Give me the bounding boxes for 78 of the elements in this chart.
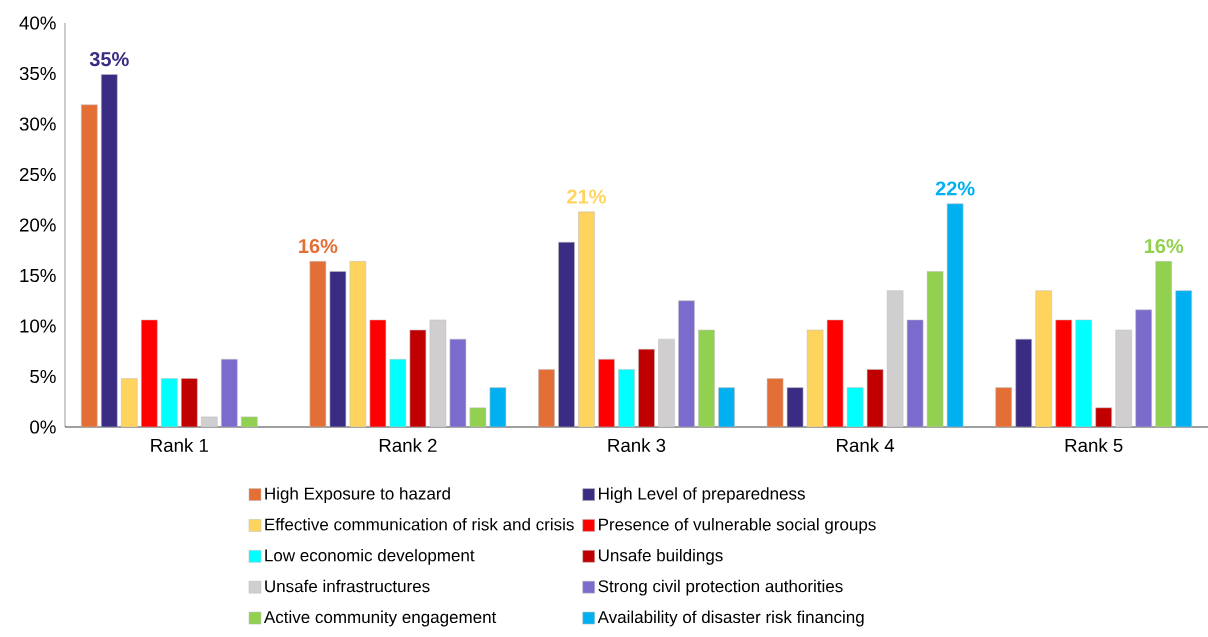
bar xyxy=(995,387,1012,428)
y-tick-label: 5% xyxy=(30,369,56,384)
bar xyxy=(449,338,467,428)
bar xyxy=(1175,290,1192,428)
bar xyxy=(369,319,387,428)
bar xyxy=(926,271,944,428)
x-tick-label: Rank 3 xyxy=(608,438,666,452)
bar xyxy=(241,416,258,428)
bar xyxy=(658,338,675,428)
bar xyxy=(201,416,218,428)
bar xyxy=(349,261,367,428)
bar xyxy=(766,378,784,428)
bar xyxy=(806,329,824,428)
bar xyxy=(489,387,507,428)
bar xyxy=(786,387,804,428)
y-tick-label: 30% xyxy=(19,117,56,131)
bar xyxy=(389,359,407,428)
y-tick-label: 10% xyxy=(20,319,56,333)
y-tick-label: 15% xyxy=(20,268,56,283)
annotation: 16% xyxy=(299,238,338,254)
bar xyxy=(946,203,964,428)
bar xyxy=(846,387,864,428)
bar xyxy=(578,211,595,428)
bar xyxy=(638,348,655,428)
bar xyxy=(141,319,158,428)
bar xyxy=(1055,319,1072,428)
bar xyxy=(558,241,575,428)
bar xyxy=(538,369,555,428)
bar xyxy=(1115,329,1132,428)
bar xyxy=(329,271,347,428)
annotation: 35% xyxy=(89,52,129,67)
legend-label: Effective communication of risk and crisis xyxy=(265,518,574,531)
legend-label: Availability of disaster risk financing xyxy=(597,610,864,627)
x-tick-label: Rank 1 xyxy=(151,438,208,452)
y-tick-label: 25% xyxy=(19,167,56,182)
bar xyxy=(906,319,924,428)
legend-label: High Level of preparedness xyxy=(599,487,805,503)
bar xyxy=(221,359,238,428)
bar xyxy=(469,407,487,428)
bar xyxy=(618,369,635,428)
bar xyxy=(1015,338,1032,428)
legend-label: Low economic development xyxy=(265,548,475,565)
annotation: 22% xyxy=(935,181,975,196)
bar xyxy=(1135,309,1152,428)
bar xyxy=(181,378,198,428)
bar xyxy=(121,378,138,428)
y-tick-label: 35% xyxy=(19,66,56,81)
y-tick-label: 20% xyxy=(19,218,56,232)
bar xyxy=(81,104,98,428)
bar xyxy=(1155,261,1172,428)
bar xyxy=(161,378,178,428)
legend-label: Active community engagement xyxy=(263,610,497,627)
bar xyxy=(1035,290,1052,428)
bar xyxy=(718,387,735,428)
bar xyxy=(429,319,447,428)
x-tick-label: Rank 2 xyxy=(379,438,437,452)
annotation: 16% xyxy=(1144,238,1184,254)
bar xyxy=(826,319,844,428)
bar xyxy=(1095,407,1112,428)
bar xyxy=(598,359,615,428)
bar xyxy=(309,261,327,428)
x-tick-label: Rank 5 xyxy=(1065,438,1123,452)
legend-label: Strong civil protection authorities xyxy=(598,579,843,596)
legend-label: High Exposure to hazard xyxy=(265,487,450,503)
x-tick-label: Rank 4 xyxy=(837,438,895,452)
bar xyxy=(678,300,695,428)
y-tick-label: 40% xyxy=(19,16,56,30)
bar xyxy=(886,290,904,428)
legend-label: Presence of vulnerable social groups xyxy=(599,518,876,534)
bar xyxy=(409,329,427,428)
legend-label: Unsafe buildings xyxy=(598,548,723,565)
legend-label: Unsafe infrastructures xyxy=(265,579,430,593)
bar xyxy=(101,74,118,428)
bar xyxy=(698,329,715,428)
annotation: 21% xyxy=(567,189,606,204)
bar xyxy=(1075,319,1092,428)
y-tick-label: 0% xyxy=(30,420,56,434)
bar xyxy=(866,369,884,428)
